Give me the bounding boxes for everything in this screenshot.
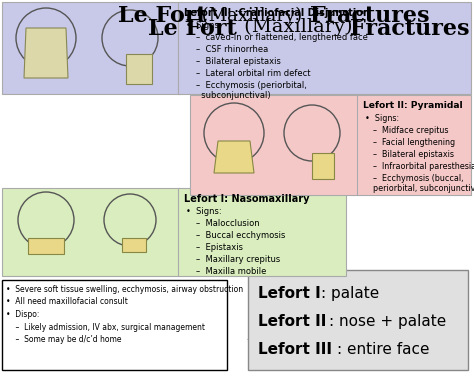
Text: Lefort III :Craniofacial Disjunction: Lefort III :Craniofacial Disjunction <box>184 8 370 18</box>
Text: –  Lateral orbital rim defect: – Lateral orbital rim defect <box>196 69 310 78</box>
Text: (Maxillary): (Maxillary) <box>196 7 308 25</box>
Text: –  Maxilla mobile: – Maxilla mobile <box>196 267 266 276</box>
Text: –  Maxillary crepitus: – Maxillary crepitus <box>196 255 280 264</box>
Text: –  Epistaxis: – Epistaxis <box>196 243 243 252</box>
Bar <box>178 2 471 94</box>
Text: •  Signs:: • Signs: <box>186 21 222 30</box>
Text: –  caved-in or flattened, lengthened face: – caved-in or flattened, lengthened face <box>196 33 368 42</box>
Bar <box>190 95 358 195</box>
Text: : entire face: : entire face <box>337 342 430 357</box>
Bar <box>2 280 227 370</box>
Text: Lefort I: Lefort I <box>258 286 321 301</box>
Bar <box>2 2 180 94</box>
Text: Lefort II: Lefort II <box>258 314 327 329</box>
Text: –  Midface crepitus: – Midface crepitus <box>373 126 448 135</box>
Bar <box>248 270 468 370</box>
Text: Le Fort: Le Fort <box>148 18 237 40</box>
Text: Fractures: Fractures <box>350 18 470 40</box>
Text: •  Signs:: • Signs: <box>365 114 399 123</box>
Text: –  Facial lengthening: – Facial lengthening <box>373 138 455 147</box>
Polygon shape <box>214 141 254 173</box>
Text: –  Malocclusion: – Malocclusion <box>196 219 260 228</box>
Bar <box>126 54 152 84</box>
Bar <box>122 238 146 252</box>
Text: Le Fort: Le Fort <box>118 5 207 27</box>
Text: •  Signs:: • Signs: <box>186 207 222 216</box>
Text: Lefort II: Pyramidal: Lefort II: Pyramidal <box>363 101 463 110</box>
Text: Fractures: Fractures <box>310 5 429 27</box>
Text: –  CSF rhinorrhea: – CSF rhinorrhea <box>196 45 268 54</box>
Text: Lefort I: Nasomaxillary: Lefort I: Nasomaxillary <box>184 194 310 204</box>
Text: : nose + palate: : nose + palate <box>329 314 447 329</box>
Bar <box>2 188 180 276</box>
Text: Lefort III: Lefort III <box>258 342 332 357</box>
Text: –  Bilateral epistaxis: – Bilateral epistaxis <box>373 150 454 159</box>
Text: –  Ecchymosis (periorbital,
  subconjunctival): – Ecchymosis (periorbital, subconjunctiv… <box>196 81 307 100</box>
Text: •  Severe soft tissue swelling, ecchymosis, airway obstruction
•  All need maxil: • Severe soft tissue swelling, ecchymosi… <box>6 285 243 344</box>
Bar <box>28 238 64 254</box>
Text: –  Bilateral epistaxis: – Bilateral epistaxis <box>196 57 281 66</box>
Bar <box>357 95 471 195</box>
Text: (Maxillary): (Maxillary) <box>238 18 359 36</box>
Polygon shape <box>24 28 68 78</box>
Bar <box>178 188 346 276</box>
Polygon shape <box>248 270 305 340</box>
Text: –  Buccal ecchymosis: – Buccal ecchymosis <box>196 231 285 240</box>
Bar <box>312 153 334 179</box>
Text: –  Infraorbital paresthesia: – Infraorbital paresthesia <box>373 162 474 171</box>
Text: : palate: : palate <box>321 286 380 301</box>
Text: –  Ecchymosis (buccal,
periorbital, subconjunctival): – Ecchymosis (buccal, periorbital, subco… <box>373 174 474 193</box>
